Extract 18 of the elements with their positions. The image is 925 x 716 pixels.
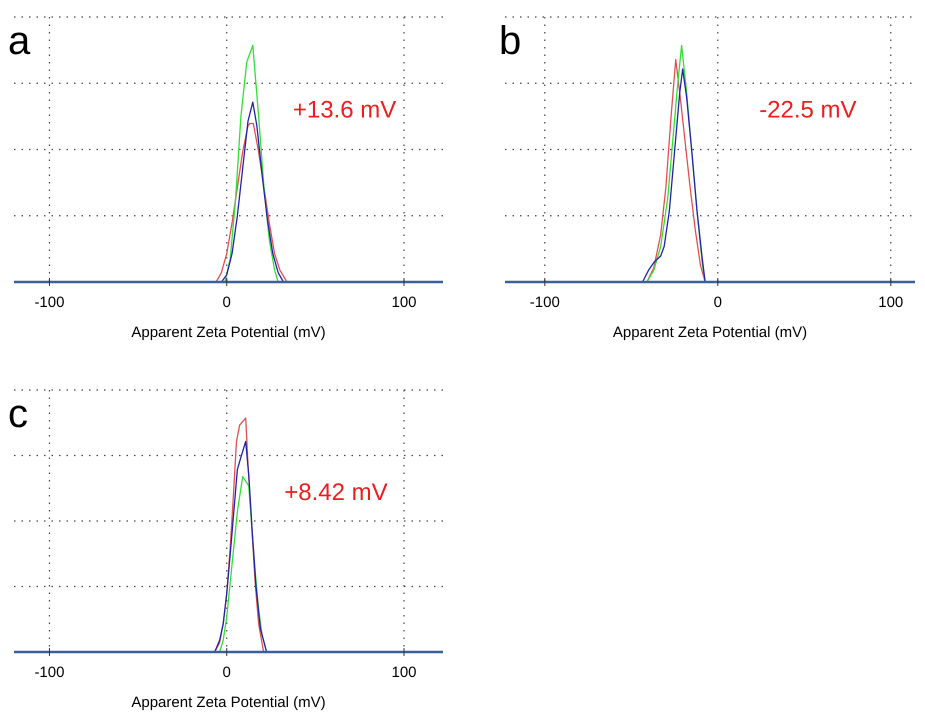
chart-title: c [8,392,28,436]
x-tick-label: 100 [391,664,417,681]
chart-title: b [499,19,522,63]
x-axis-title: Apparent Zeta Potential (mV) [131,694,326,711]
annotation: +13.6 mV [292,96,396,124]
x-tick-label: 0 [222,664,231,681]
x-tick-label: 100 [878,294,904,311]
chart-title: a [8,19,31,63]
x-tick-label: -100 [530,294,560,311]
annotation: -22.5 mV [759,96,857,124]
x-tick-label: -100 [34,664,64,681]
annotation: +8.42 mV [284,479,388,506]
x-tick-label: 0 [714,294,722,311]
x-axis-title: Apparent Zeta Potential (mV) [131,324,326,341]
x-axis-title: Apparent Zeta Potential (mV) [612,324,808,341]
x-tick-label: 100 [391,294,417,311]
x-tick-label: -100 [34,294,64,311]
x-tick-label: 0 [222,294,231,311]
